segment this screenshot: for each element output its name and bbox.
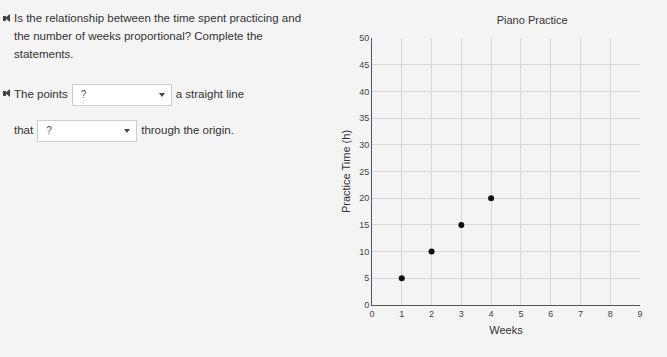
html-text:The points: The points — [14, 88, 68, 100]
svg-text:9: 9 — [637, 309, 642, 319]
html-text:through the origin.: through the origin. — [141, 124, 234, 136]
svg-text:45: 45 — [359, 60, 369, 70]
svg-text:2: 2 — [429, 309, 434, 319]
svg-text:20: 20 — [359, 193, 369, 203]
svg-text:0: 0 — [364, 300, 369, 310]
html-text:a straight line: a straight line — [175, 88, 245, 100]
svg-text:0: 0 — [369, 309, 374, 319]
svg-text:15: 15 — [359, 220, 369, 230]
svg-text:7: 7 — [578, 309, 583, 319]
svg-text:4: 4 — [489, 309, 494, 319]
svg-text:3: 3 — [459, 309, 464, 319]
svg-text:40: 40 — [359, 87, 369, 97]
svg-text:8: 8 — [608, 309, 613, 319]
svg-text:Weeks: Weeks — [489, 324, 523, 336]
svg-text:35: 35 — [359, 113, 369, 123]
svg-text:50: 50 — [359, 33, 369, 43]
svg-text:5: 5 — [518, 309, 523, 319]
svg-text:Practice Time (h): Practice Time (h) — [340, 130, 352, 213]
svg-text:30: 30 — [359, 140, 369, 150]
svg-text:5: 5 — [364, 273, 369, 283]
html-text:that: that — [14, 124, 34, 136]
svg-text:25: 25 — [359, 167, 369, 177]
svg-text:1: 1 — [399, 309, 404, 319]
html-text:Is the relationship between th: Is the relationship between the time spe… — [14, 12, 301, 60]
svg-text:6: 6 — [548, 309, 553, 319]
svg-text:Piano Practice: Piano Practice — [497, 14, 568, 26]
svg-text:10: 10 — [359, 247, 369, 257]
